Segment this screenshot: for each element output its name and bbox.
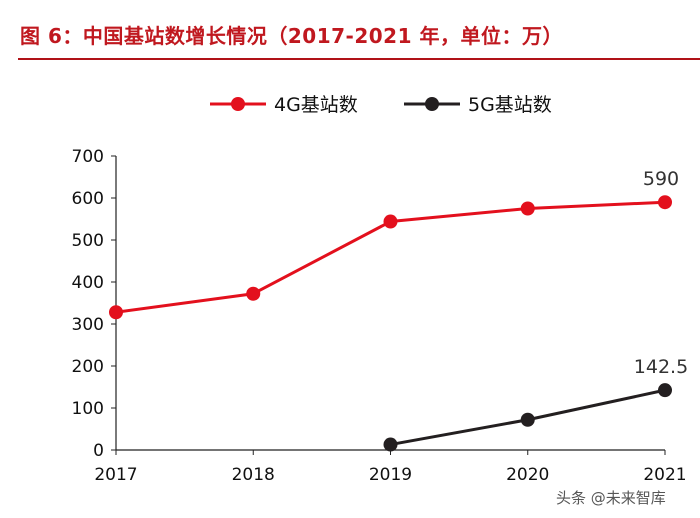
watermark-text: 头条 @未来智库: [556, 489, 666, 507]
y-tick-label: 0: [93, 441, 104, 461]
legend-label: 5G基站数: [468, 94, 552, 116]
y-tick-label: 600: [72, 189, 104, 209]
data-point-5g: [383, 437, 398, 452]
y-tick-label: 500: [72, 231, 104, 251]
x-tick-label: 2019: [369, 465, 412, 485]
data-point-4g: [383, 214, 398, 229]
data-point-5g: [658, 383, 672, 398]
data-point-5g: [520, 412, 535, 427]
figure-title: 图 6：中国基站数增长情况（2017-2021 年，单位：万）: [20, 24, 563, 48]
legend-marker: [231, 97, 245, 111]
x-tick-label: 2018: [232, 465, 275, 485]
y-tick-label: 400: [72, 273, 104, 293]
data-point-4g: [109, 305, 123, 320]
x-tick-label: 2017: [94, 465, 137, 485]
data-point-4g: [246, 286, 261, 301]
legend-label: 4G基站数: [274, 94, 358, 116]
title-divider: [18, 58, 700, 60]
data-label: 142.5: [634, 356, 688, 378]
data-point-4g: [658, 195, 672, 210]
data-point-4g: [520, 201, 535, 216]
y-tick-label: 300: [72, 315, 104, 335]
legend-marker: [425, 97, 439, 111]
y-tick-label: 200: [72, 357, 104, 377]
x-tick-label: 2020: [506, 465, 549, 485]
y-tick-label: 700: [72, 147, 104, 167]
y-tick-label: 100: [72, 399, 104, 419]
data-label: 590: [643, 168, 679, 190]
x-tick-label: 2021: [643, 465, 686, 485]
